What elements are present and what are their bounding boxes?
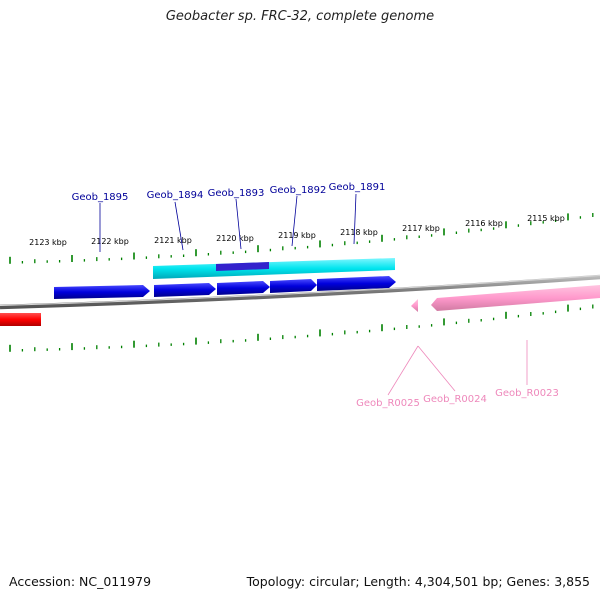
scale-label: 2121 kbp [154,236,192,245]
scale-label: 2117 kbp [402,224,440,233]
accession-text: Accession: NC_011979 [9,574,152,589]
scale-label: 2115 kbp [527,214,565,223]
gene-label-geob-r0023[interactable]: Geob_R0023 [495,388,559,399]
scale-label: 2122 kbp [91,237,129,246]
backbone-highlight [0,275,600,306]
gene-label-geob-1891[interactable]: Geob_1891 [329,182,386,193]
gene-arrow-geob-1894[interactable] [154,283,216,297]
gene-arrow-geob-1895[interactable] [54,285,150,299]
gene-label-geob-1895[interactable]: Geob_1895 [72,192,129,203]
scale-label: 2116 kbp [465,219,503,228]
scale-label: 2123 kbp [29,238,67,247]
gene-arrow-geob-1891[interactable] [317,276,396,291]
topology-text: Topology: circular; Length: 4,304,501 bp… [246,574,590,589]
gene-label-geob-r0025[interactable]: Geob_R0025 [356,398,420,409]
scale-ticks-top [9,213,594,264]
gene-leaders-top [99,193,357,252]
scale-labels: 2123 kbp 2122 kbp 2121 kbp 2120 kbp 2119… [29,214,565,247]
gene-arrow-geob-r0023[interactable] [431,285,600,311]
scale-label: 2118 kbp [340,228,378,237]
genome-title: Geobacter sp. FRC-32, complete genome [165,9,435,24]
gene-arrow-geob-1892[interactable] [270,279,317,293]
gene-arrow-geob-r0025[interactable] [411,299,418,312]
scale-label: 2119 kbp [278,231,316,240]
gene-label-geob-r0024[interactable]: Geob_R0024 [423,394,487,405]
feature-red[interactable] [0,313,41,326]
gene-label-geob-1892[interactable]: Geob_1892 [270,185,327,196]
gene-label-geob-1893[interactable]: Geob_1893 [208,188,265,199]
gene-label-geob-1894[interactable]: Geob_1894 [147,190,204,201]
gene-arrow-geob-1893[interactable] [217,281,270,295]
cds-highlight-feature[interactable] [153,258,395,279]
scale-ticks-bottom [9,304,594,352]
genome-backbone [0,274,600,310]
cds-highlight-inner[interactable] [216,262,269,271]
gene-leaders-bottom [387,340,528,396]
scale-label: 2120 kbp [216,234,254,243]
